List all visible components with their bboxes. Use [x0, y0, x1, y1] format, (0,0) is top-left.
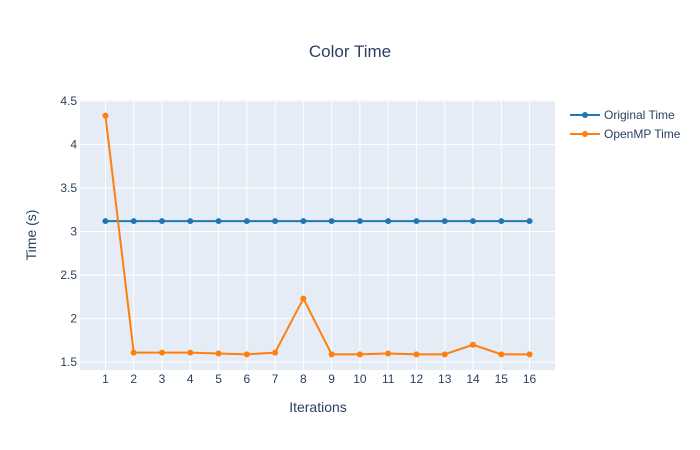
data-point[interactable]	[243, 351, 250, 358]
legend-label: OpenMP Time	[604, 127, 681, 141]
data-point[interactable]	[356, 218, 363, 225]
data-point[interactable]	[272, 218, 279, 225]
data-point[interactable]	[413, 351, 420, 358]
y-tick-label: 3	[70, 225, 77, 239]
y-axis-ticks: 1.5 2 2.5 3 3.5 4 4.5	[60, 94, 77, 369]
data-point[interactable]	[215, 350, 222, 357]
data-point[interactable]	[158, 349, 165, 356]
x-tick-label: 15	[495, 372, 509, 386]
series-openmp-time	[102, 112, 533, 358]
x-axis-title: Iterations	[289, 399, 347, 415]
x-tick-label: 7	[272, 372, 279, 386]
x-tick-label: 6	[243, 372, 250, 386]
data-point[interactable]	[300, 218, 307, 225]
legend-swatch-marker	[582, 112, 588, 118]
data-point[interactable]	[328, 218, 335, 225]
legend-label: Original Time	[604, 108, 675, 122]
x-axis-ticks: 1 2 3 4 5 6 7 8 9 10 11 12 13 14 15 16	[102, 372, 536, 386]
legend[interactable]: Original Time OpenMP Time	[570, 108, 681, 141]
x-tick-label: 5	[215, 372, 222, 386]
y-tick-label: 2.5	[60, 268, 77, 282]
data-point[interactable]	[102, 218, 109, 225]
data-point[interactable]	[243, 218, 250, 225]
data-point[interactable]	[356, 351, 363, 358]
data-point[interactable]	[385, 218, 392, 225]
plot-area	[80, 100, 555, 370]
data-point[interactable]	[526, 218, 533, 225]
x-tick-label: 9	[328, 372, 335, 386]
data-point[interactable]	[470, 218, 477, 225]
data-point[interactable]	[413, 218, 420, 225]
data-point[interactable]	[272, 349, 279, 356]
y-tick-label: 2	[70, 312, 77, 326]
legend-item[interactable]: OpenMP Time	[570, 127, 681, 141]
y-tick-label: 4.5	[60, 94, 77, 108]
y-axis-title: Time (s)	[23, 210, 39, 261]
x-tick-label: 12	[410, 372, 424, 386]
data-point[interactable]	[441, 218, 448, 225]
data-point[interactable]	[130, 218, 137, 225]
data-point[interactable]	[130, 349, 137, 356]
data-point[interactable]	[441, 351, 448, 358]
series-line	[104, 115, 530, 356]
legend-swatch-marker	[582, 131, 588, 137]
x-tick-label: 11	[382, 372, 395, 386]
data-point[interactable]	[215, 218, 222, 225]
x-tick-label: 16	[523, 372, 537, 386]
data-point[interactable]	[158, 218, 165, 225]
data-point[interactable]	[187, 349, 194, 356]
x-tick-label: 10	[353, 372, 367, 386]
data-point[interactable]	[526, 351, 533, 358]
y-tick-label: 3.5	[60, 181, 77, 195]
data-point[interactable]	[187, 218, 194, 225]
x-tick-label: 1	[102, 372, 109, 386]
legend-item[interactable]: Original Time	[570, 108, 675, 122]
x-tick-label: 13	[438, 372, 452, 386]
data-point[interactable]	[385, 350, 392, 357]
grid-lines	[80, 100, 555, 370]
x-tick-label: 3	[159, 372, 166, 386]
data-point[interactable]	[498, 218, 505, 225]
x-tick-label: 2	[130, 372, 137, 386]
data-point[interactable]	[498, 351, 505, 358]
x-tick-label: 4	[187, 372, 194, 386]
x-tick-label: 14	[466, 372, 480, 386]
y-tick-label: 1.5	[60, 355, 77, 369]
chart-title: Color Time	[309, 42, 391, 61]
x-tick-label: 8	[300, 372, 307, 386]
data-point[interactable]	[102, 112, 109, 119]
data-point[interactable]	[300, 295, 307, 302]
data-point[interactable]	[470, 341, 477, 348]
y-tick-label: 4	[70, 137, 77, 151]
data-point[interactable]	[328, 351, 335, 358]
series-layer	[102, 112, 533, 358]
series-original-time	[102, 218, 533, 225]
